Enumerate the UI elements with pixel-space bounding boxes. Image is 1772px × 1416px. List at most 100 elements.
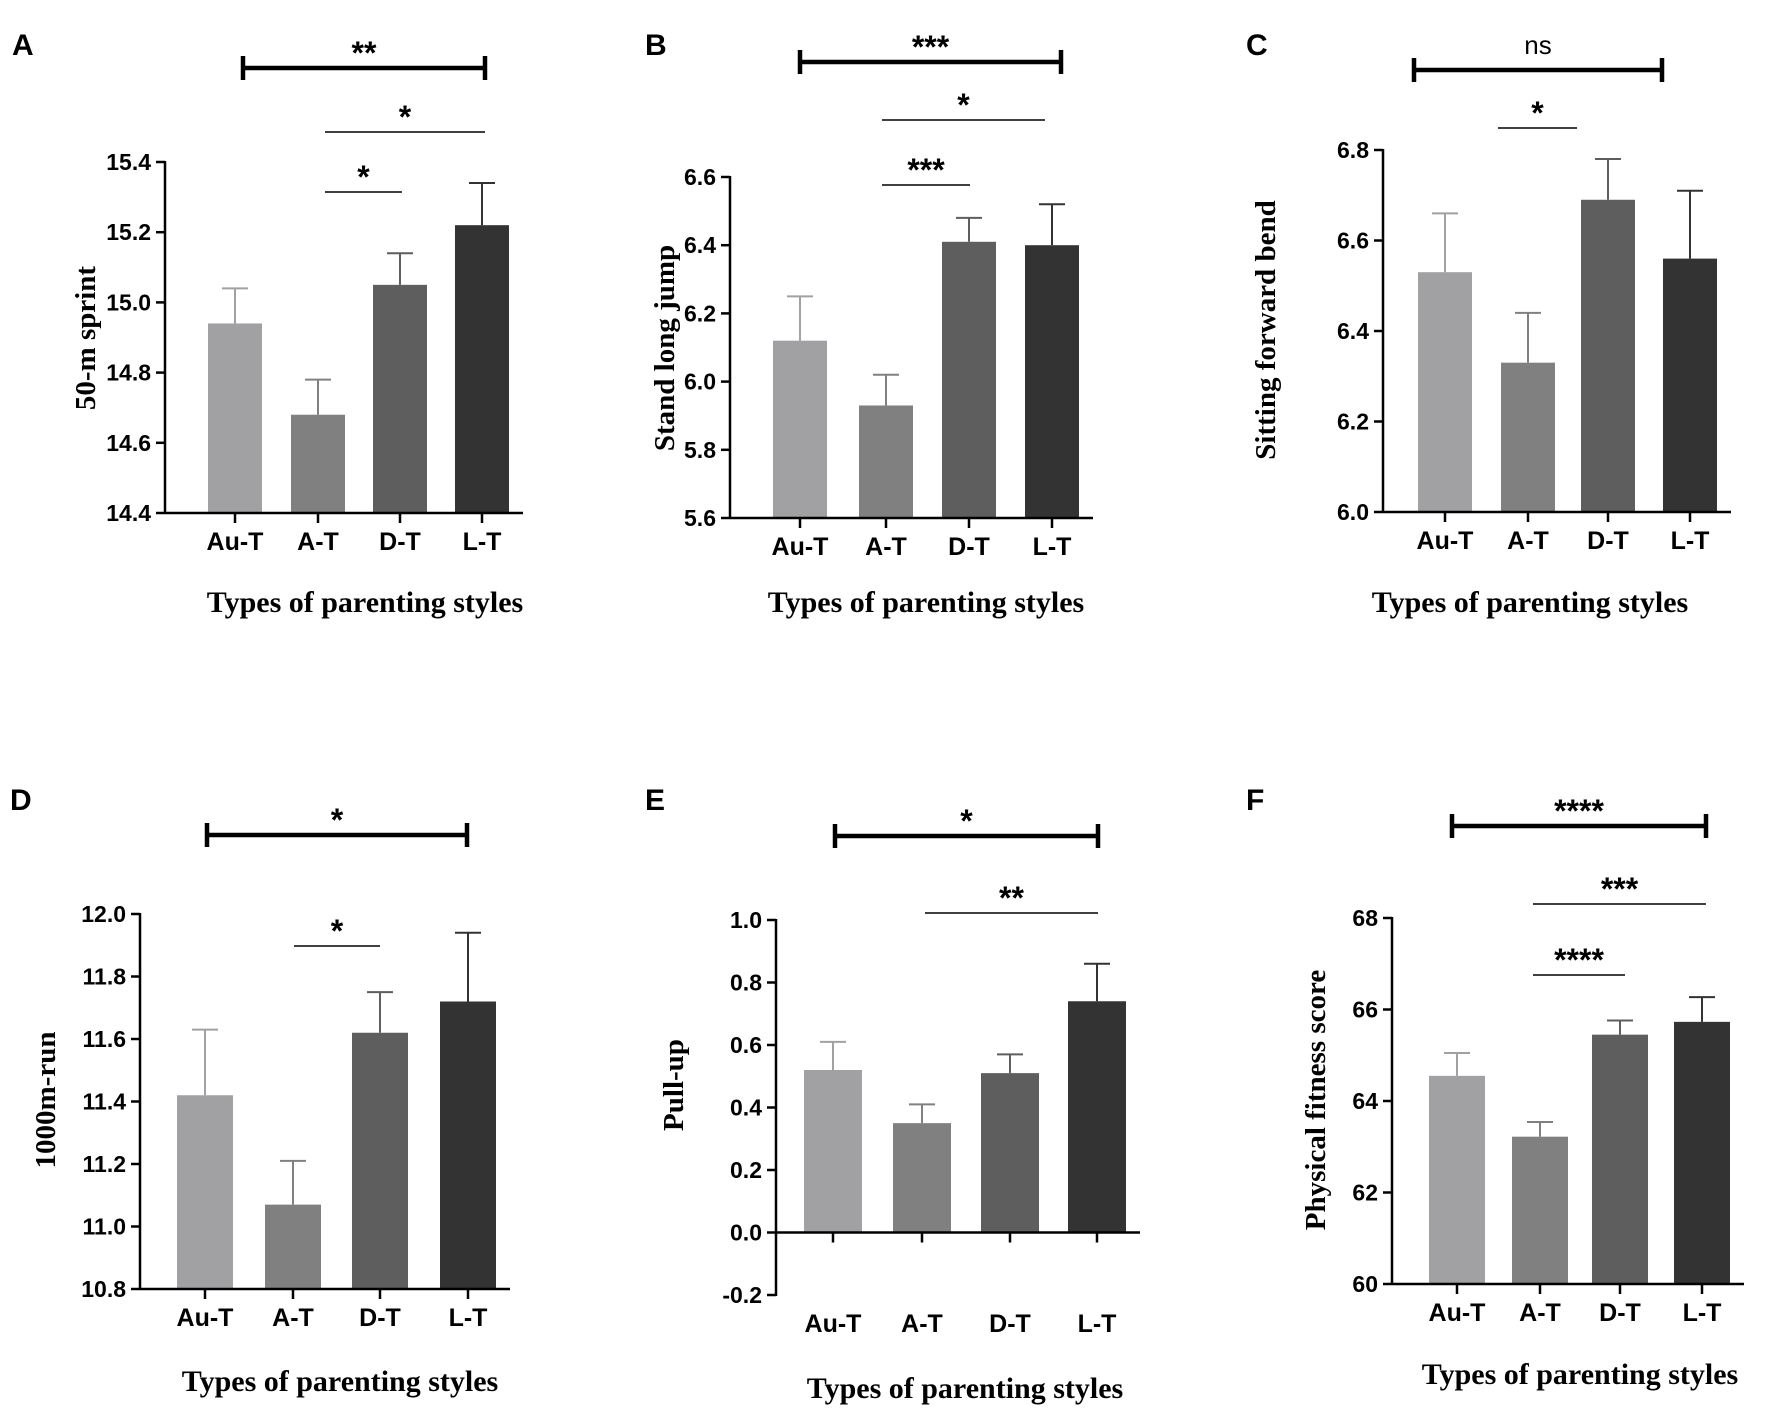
y-tick-label: 68 xyxy=(1352,905,1378,931)
panel-letter-b: B xyxy=(645,29,667,62)
x-tick-label: L-T xyxy=(463,528,502,556)
x-tick-label: L-T xyxy=(1033,533,1072,561)
y-tick-label: 11.4 xyxy=(83,1089,127,1115)
significance-label: * xyxy=(331,913,344,949)
bar-au-t xyxy=(1429,1075,1485,1284)
y-tick-label: 15.4 xyxy=(106,149,151,175)
y-tick-label: -0.2 xyxy=(722,1282,762,1308)
y-tick-label: 6.2 xyxy=(684,300,716,326)
x-tick-label: A-T xyxy=(865,533,907,561)
panel-c: C 6.0 6.2 6.4 6.6 6.8 Au-T A-T D-T L-T Types of pa… xyxy=(1246,29,1731,619)
y-tick-label: 6.6 xyxy=(684,164,716,190)
panel-letter-a: A xyxy=(12,29,34,62)
y-tick-label: 60 xyxy=(1352,1271,1378,1297)
significance-label: **** xyxy=(1554,793,1604,829)
x-tick-label: A-T xyxy=(1519,1299,1561,1327)
bar-d-t xyxy=(373,284,427,513)
panel-letter-e: E xyxy=(645,784,665,817)
significance-label: ** xyxy=(999,880,1024,916)
x-tick-label: D-T xyxy=(948,533,990,561)
x-axis-title: Types of parenting styles xyxy=(182,1365,498,1398)
bar-d-t xyxy=(1581,199,1635,512)
y-tick-label: 11.2 xyxy=(83,1151,127,1177)
significance-label: ** xyxy=(352,35,377,71)
y-tick-label: 6.2 xyxy=(1337,409,1369,435)
bar-l-t xyxy=(1674,1021,1730,1284)
y-tick-label: 14.4 xyxy=(106,500,151,526)
bar-d-t xyxy=(981,1073,1039,1233)
significance-label: * xyxy=(1531,95,1544,131)
bar-d-t xyxy=(1592,1034,1648,1284)
y-tick-label: 6.6 xyxy=(1337,228,1369,254)
x-tick-label: Au-T xyxy=(1417,527,1474,555)
x-tick-label: Au-T xyxy=(1429,1299,1486,1327)
y-tick-label: 6.8 xyxy=(1337,137,1369,163)
bar-a-t xyxy=(1512,1136,1568,1284)
y-axis-title: Stand long jump xyxy=(649,245,681,451)
bar-a-t xyxy=(859,405,913,518)
x-tick-label: L-T xyxy=(1671,527,1710,555)
y-tick-label: 11.0 xyxy=(83,1214,127,1240)
bar-a-t xyxy=(1501,362,1555,512)
x-tick-label: Au-T xyxy=(805,1310,862,1338)
y-axis-title: Pull-up xyxy=(658,1039,690,1131)
bar-a-t xyxy=(265,1204,321,1289)
y-tick-label: 6.4 xyxy=(684,232,716,258)
panel-letter-f: F xyxy=(1246,784,1264,817)
y-tick-label: 5.8 xyxy=(684,437,716,463)
panel-letter-c: C xyxy=(1246,29,1268,62)
significance-label: * xyxy=(399,99,412,135)
y-tick-label: 0.6 xyxy=(730,1032,762,1058)
panel-b: B 5.6 5.8 6.0 6.2 6.4 6.6 Au-T A-T D-T L-T Types of… xyxy=(645,29,1093,619)
x-axis-title: Types of parenting styles xyxy=(1372,586,1688,619)
panel-letter-d: D xyxy=(10,784,32,817)
x-tick-label: D-T xyxy=(359,1304,401,1332)
significance-label: * xyxy=(960,803,973,839)
bar-a-t xyxy=(893,1123,951,1233)
x-tick-label: D-T xyxy=(1599,1299,1641,1327)
panel-a: A 14.4 14.6 14.8 15.0 15.2 15.4 Au-T A-T D-T L-T Ty… xyxy=(12,29,523,619)
bar-l-t xyxy=(440,1001,496,1289)
x-axis-title: Types of parenting styles xyxy=(1422,1358,1738,1391)
x-axis-title: Types of parenting styles xyxy=(768,586,1084,619)
x-tick-label: A-T xyxy=(272,1304,314,1332)
bar-d-t xyxy=(352,1032,408,1289)
significance-label: **** xyxy=(1554,942,1604,978)
bar-au-t xyxy=(773,340,827,518)
y-tick-label: 66 xyxy=(1352,997,1378,1023)
y-tick-label: 6.0 xyxy=(684,369,716,395)
y-tick-label: 15.2 xyxy=(106,219,151,245)
panel-e: E -0.2 0.0 0.2 0.4 0.6 0.8 1.0 Au-T A-T D-T L-T Type… xyxy=(645,784,1140,1405)
x-axis-title: Types of parenting styles xyxy=(207,586,523,619)
bar-au-t xyxy=(177,1095,233,1289)
x-tick-label: L-T xyxy=(1683,1299,1722,1327)
x-tick-label: D-T xyxy=(379,528,421,556)
bar-l-t xyxy=(1025,245,1079,518)
bar-au-t xyxy=(804,1070,862,1233)
y-tick-label: 11.8 xyxy=(83,964,127,990)
bar-a-t xyxy=(291,414,345,513)
bar-au-t xyxy=(208,323,262,513)
x-axis-title: Types of parenting styles xyxy=(807,1372,1123,1405)
y-tick-label: 14.8 xyxy=(106,360,151,386)
y-axis-title: Sitting forward bend xyxy=(1250,200,1282,459)
y-axis-title: 50-m sprint xyxy=(70,266,102,411)
x-tick-label: D-T xyxy=(989,1310,1031,1338)
x-tick-label: A-T xyxy=(901,1310,943,1338)
significance-label: * xyxy=(331,802,344,838)
x-tick-label: Au-T xyxy=(207,528,264,556)
y-axis-title: Physical fitness score xyxy=(1300,970,1332,1231)
y-tick-label: 0.0 xyxy=(730,1220,762,1246)
x-tick-label: L-T xyxy=(449,1304,488,1332)
y-axis-title: 1000m-run xyxy=(30,1032,62,1169)
y-tick-label: 62 xyxy=(1352,1180,1378,1206)
bar-l-t xyxy=(1663,258,1717,512)
x-tick-label: Au-T xyxy=(772,533,829,561)
x-tick-label: L-T xyxy=(1078,1310,1117,1338)
y-tick-label: 14.6 xyxy=(106,430,151,456)
bar-d-t xyxy=(942,241,996,519)
y-tick-label: 5.6 xyxy=(684,505,716,531)
bar-l-t xyxy=(1068,1001,1126,1233)
y-tick-label: 6.4 xyxy=(1337,318,1369,344)
